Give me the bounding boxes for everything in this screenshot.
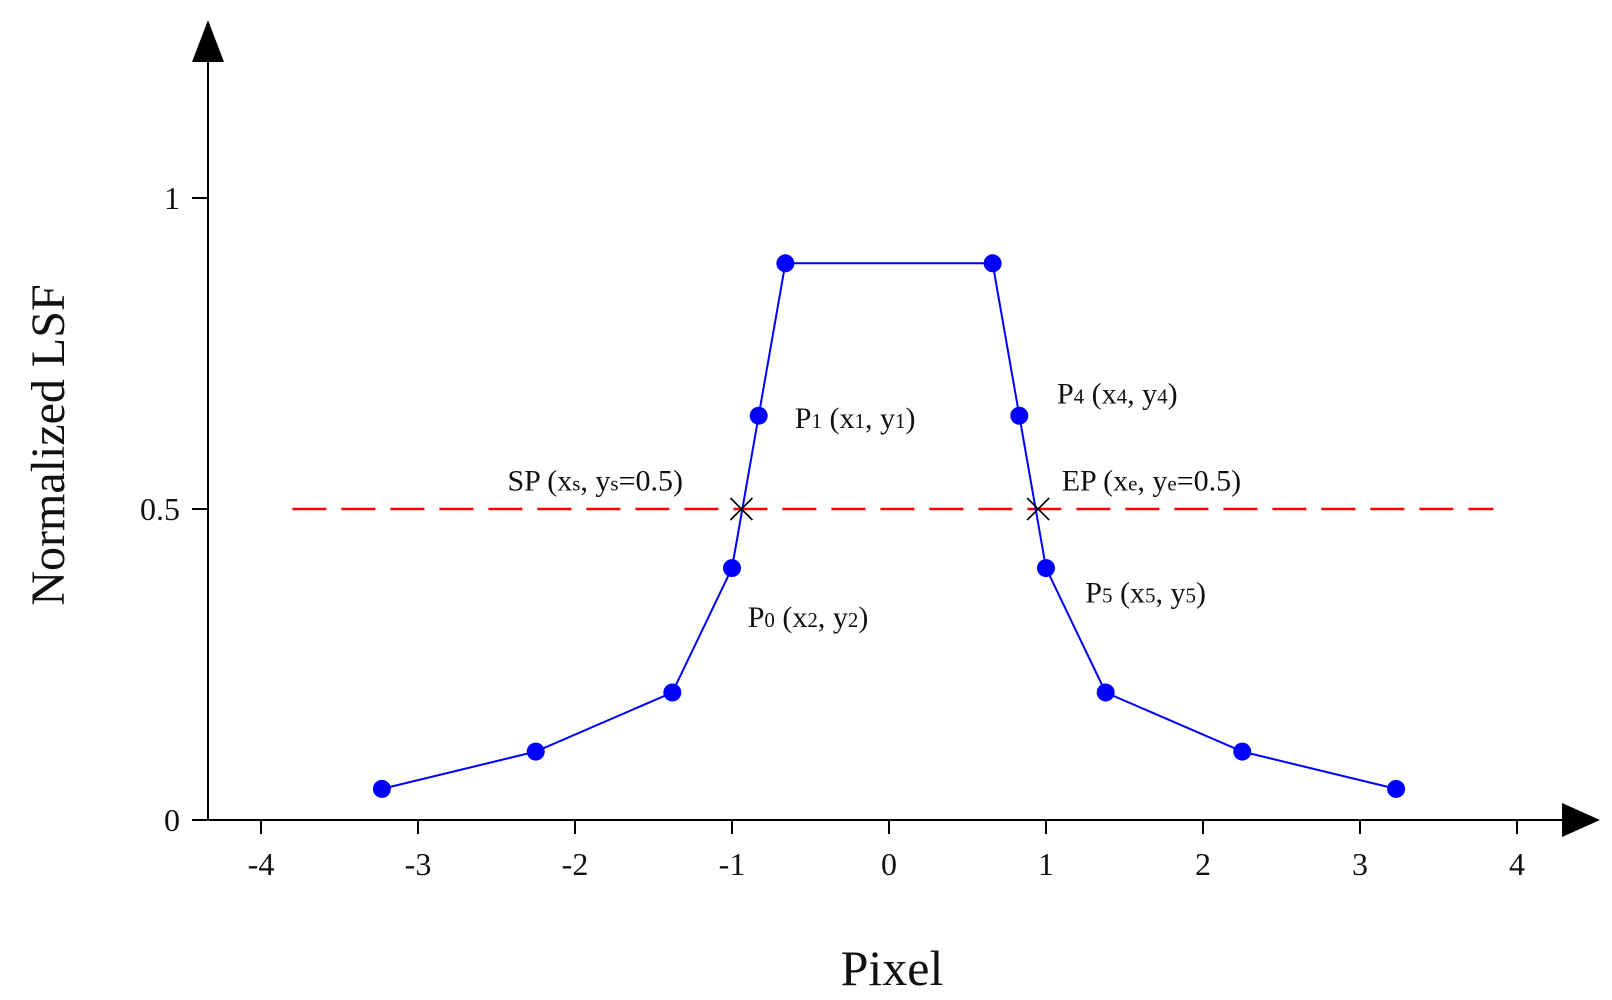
annotation-text: P: [748, 601, 765, 634]
y-axis-label: Normalized LSF: [22, 284, 75, 605]
cross-marker: [1026, 497, 1050, 521]
annotation-subscript: s: [610, 471, 618, 495]
data-point: [1387, 779, 1406, 798]
annotation-text: ): [1196, 576, 1206, 609]
x-tick-label: 0: [881, 846, 897, 882]
annotation-text: SP (x: [507, 464, 572, 497]
data-point: [776, 254, 795, 273]
annotation-text: (x: [1112, 576, 1145, 609]
x-axis-arrow: [1562, 803, 1600, 837]
annotation-text: (x: [775, 601, 808, 634]
annotation-text: , y: [1137, 464, 1167, 497]
annotation-subscript: 0: [764, 608, 775, 632]
annotations: P1 (x1, y1)P4 (x4, y4)SP (xs, ys=0.5) EP …: [507, 377, 1241, 634]
data-point: [1010, 406, 1029, 425]
data-point: [663, 683, 682, 702]
x-tick-label: 1: [1038, 846, 1054, 882]
y-ticks: 00.51: [140, 180, 208, 838]
axes: [192, 20, 1600, 837]
annotation-subscript: 4: [1117, 384, 1128, 408]
cross-stroke: [729, 497, 753, 521]
x-tick-label: -1: [719, 846, 746, 882]
annotation-p4: P4 (x4, y4): [1057, 377, 1178, 410]
annotation-p1: P1 (x1, y1): [795, 402, 916, 435]
annotation-text: , y: [1127, 377, 1157, 410]
annotation-text: , y: [818, 601, 848, 634]
annotation-text: (x: [1084, 377, 1117, 410]
data-point: [526, 742, 545, 761]
annotation-text: , y: [580, 464, 610, 497]
x-tick-label: -2: [562, 846, 589, 882]
annotation-text: EP (x: [1062, 464, 1128, 497]
annotation-subscript: 1: [811, 409, 822, 433]
x-ticks: -4 -3 -2 -1 0 1 2 3 4: [248, 820, 1525, 882]
cross-stroke: [1026, 497, 1050, 521]
data-point: [749, 406, 768, 425]
y-axis-arrow: [192, 20, 224, 62]
annotation-subscript: e: [1128, 471, 1137, 495]
annotation-text: ): [1168, 377, 1178, 410]
annotation-subscript: 2: [807, 608, 818, 632]
cross-markers: [729, 497, 1050, 521]
data-point: [372, 779, 391, 798]
y-tick-label: 0.5: [140, 491, 180, 527]
annotation-subscript: 5: [1102, 583, 1113, 607]
data-point: [983, 254, 1002, 273]
x-tick-label: 2: [1195, 846, 1211, 882]
x-tick-label: -3: [405, 846, 432, 882]
annotation-text: P: [1057, 377, 1074, 410]
annotation-text: ): [858, 601, 868, 634]
annotation-text: , y: [865, 402, 895, 435]
annotation-text: =0.5): [619, 464, 683, 497]
annotation-subscript: e: [1167, 471, 1176, 495]
data-point: [723, 559, 741, 578]
annotation-subscript: 5: [1185, 583, 1196, 607]
annotation-text: , y: [1155, 576, 1185, 609]
annotation-subscript: 2: [848, 608, 859, 632]
annotation-text: =0.5): [1177, 464, 1241, 497]
annotation-text: ): [905, 402, 915, 435]
series-group: [372, 254, 1406, 798]
data-point: [1233, 742, 1252, 761]
annotation-p5: P5 (x5, y5): [1085, 576, 1206, 609]
annotation-text: P: [795, 402, 812, 435]
annotation-sp: SP (xs, ys=0.5): [507, 464, 683, 497]
annotation-text: P: [1085, 576, 1102, 609]
annotation-subscript: s: [572, 471, 580, 495]
cross-marker: [729, 497, 753, 521]
y-tick-label: 0: [164, 802, 180, 838]
x-tick-label: 3: [1352, 846, 1368, 882]
annotation-ep: EP (xe, ye=0.5): [1062, 464, 1241, 497]
data-point: [1037, 559, 1055, 578]
x-tick-label: -4: [248, 846, 275, 882]
series-line: [381, 262, 1397, 790]
annotation-subscript: 4: [1074, 384, 1085, 408]
data-point: [1096, 683, 1115, 702]
annotation-subscript: 1: [854, 409, 865, 433]
x-axis-label: Pixel: [841, 940, 944, 996]
annotation-subscript: 5: [1145, 583, 1156, 607]
annotation-subscript: 4: [1157, 384, 1168, 408]
annotation-text: (x: [822, 402, 855, 435]
x-tick-label: 4: [1509, 846, 1525, 882]
annotation-subscript: 1: [895, 409, 906, 433]
y-tick-label: 1: [164, 180, 180, 216]
annotation-p0: P0 (x2, y2): [748, 601, 869, 634]
